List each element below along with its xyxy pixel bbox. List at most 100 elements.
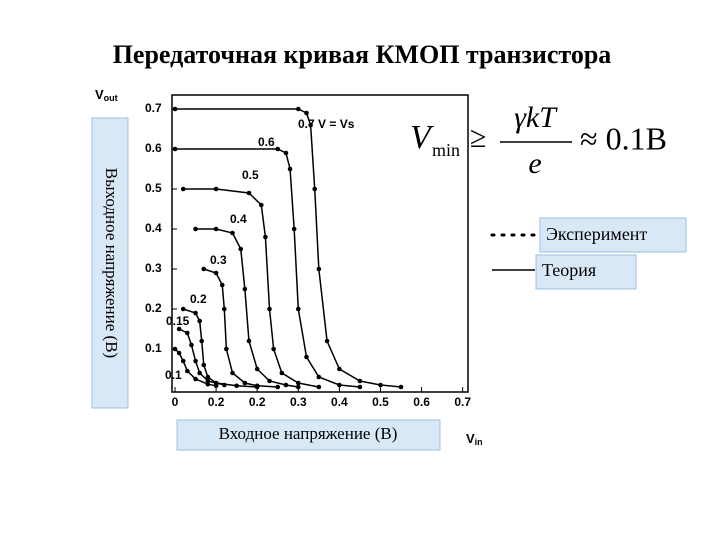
legend-label: Теория [542,260,596,280]
data-point [267,306,272,312]
data-point [267,378,272,384]
data-point [176,326,182,332]
legend-box [535,254,637,290]
data-point [222,382,227,388]
curve-label: 0.2 [190,292,207,306]
x-tick-label: 0 [172,395,179,409]
y-tick-label: 0.7 [145,101,162,115]
data-point [275,146,281,152]
legend-label: Эксперимент [546,224,647,244]
data-point [224,346,229,352]
y-tick-label: 0.2 [145,301,162,315]
data-point [185,368,190,374]
theory-curve [195,228,299,388]
data-point [172,146,178,152]
curve-label: 0.4 [230,212,247,226]
x-symbol: Vin [466,431,483,447]
curve-label: 0.3 [210,253,227,267]
data-point [287,166,293,172]
formula-lhs-sub: min [432,140,460,160]
x-tick-label: 0.5 [372,395,389,409]
formula-approx: ≈ 0.1B [580,120,667,156]
data-point [398,384,404,390]
y-tick-label: 0.1 [145,341,162,355]
data-point [205,381,211,387]
data-point [213,186,219,192]
plot: 0 0.2 0.2 0.3 0.4 0.5 0.6 0.7 0.1 0.2 0.3 0.4 0.5 0.6… [145,94,471,409]
plot-frame [171,94,469,393]
formula-relation: ≥ [470,121,486,154]
data-point [197,370,202,376]
data-point [213,226,219,232]
data-point [316,384,322,390]
data-point [291,226,297,232]
y-tick-label: 0.3 [145,261,162,275]
data-point [357,378,363,384]
data-point [172,106,178,112]
legend-box [539,217,687,253]
data-point [176,350,182,356]
data-point [308,122,313,128]
data-point [271,346,276,352]
theory-curve [175,108,402,388]
data-point [312,186,318,192]
y-axis-label: Выходное напряжение (В) [102,168,121,358]
data-point [213,270,219,276]
curve-label: 0.5 [242,168,259,182]
data-point [275,384,281,390]
data-point [222,306,227,312]
data-point [295,106,301,112]
data-point [193,310,198,316]
data-point [378,382,383,388]
theory-curve [182,308,258,388]
data-point [238,246,244,252]
x-label-box [176,419,441,451]
data-point [295,384,301,390]
data-point [304,110,309,116]
data-point [185,330,190,336]
title: Передаточная кривая КМОП транзистора [113,40,612,69]
y-tick-label: 0.6 [145,141,162,155]
curve-label: 0.6 [258,135,275,149]
data-point [197,318,202,324]
x-tick-label: 0.2 [249,395,266,409]
x-axis-label: Входное напряжение (В) [219,424,398,443]
data-point [180,186,186,192]
y-tick-label: 0.4 [145,221,162,235]
data-point [254,384,260,390]
x-tick-label: 0.2 [208,395,225,409]
data-point [213,383,219,389]
theory-curve [183,188,319,388]
data-point [316,266,322,272]
data-point [199,338,205,344]
curve-label: 0.7 V = Vs [298,117,355,131]
data-point [283,382,289,388]
data-point [230,370,235,376]
formula-denominator: e [528,147,541,180]
data-point [172,346,178,352]
y-symbol: Vout [95,87,118,103]
formula-numerator: γkT [514,101,558,134]
data-point [295,306,301,312]
data-point [234,383,239,389]
data-point [205,374,211,380]
curve-label: 0.15 [166,314,190,328]
data-point [337,382,342,388]
curve-label: 0.1 [165,368,182,382]
data-point [263,234,268,240]
data-point [193,358,198,364]
x-tick-label: 0.7 [454,395,471,409]
data-point [295,380,301,386]
x-tick-label: 0.4 [331,395,348,409]
data-point [242,286,248,292]
data-point [189,342,194,348]
x-tick-label: 0.6 [413,395,430,409]
x-tick-label: 0.3 [290,395,307,409]
data-point [324,338,330,344]
data-point [242,380,248,386]
data-point [180,306,186,312]
formula: V min ≥ γkT e ≈ 0.1B [410,101,667,180]
data-point [193,226,198,232]
data-point [246,190,252,196]
